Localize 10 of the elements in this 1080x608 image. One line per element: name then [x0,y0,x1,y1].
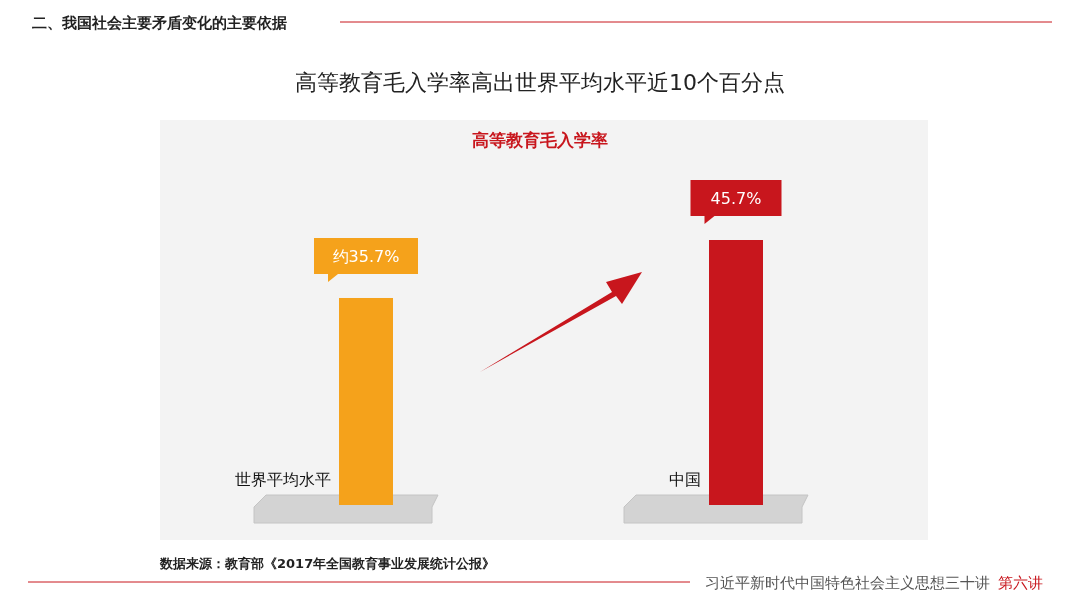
chart-title: 高等教育毛入学率高出世界平均水平近10个百分点 [295,70,785,95]
data-label: 约35.7% [332,246,400,266]
source-note: 数据来源：教育部《2017年全国教育事业发展统计公报》 [159,556,496,571]
text: 二、我国社会主要矛盾变化的主要依据 [32,14,287,32]
data-label: 45.7% [710,189,762,208]
chart-subtitle: 高等教育毛入学率 [472,130,608,150]
text: 习近平新时代中国特色社会主义思想三十讲 [705,574,990,592]
text: 第六讲 [998,574,1043,592]
x-tick-label: 中国 [669,470,701,489]
x-tick-label: 世界平均水平 [235,470,331,489]
